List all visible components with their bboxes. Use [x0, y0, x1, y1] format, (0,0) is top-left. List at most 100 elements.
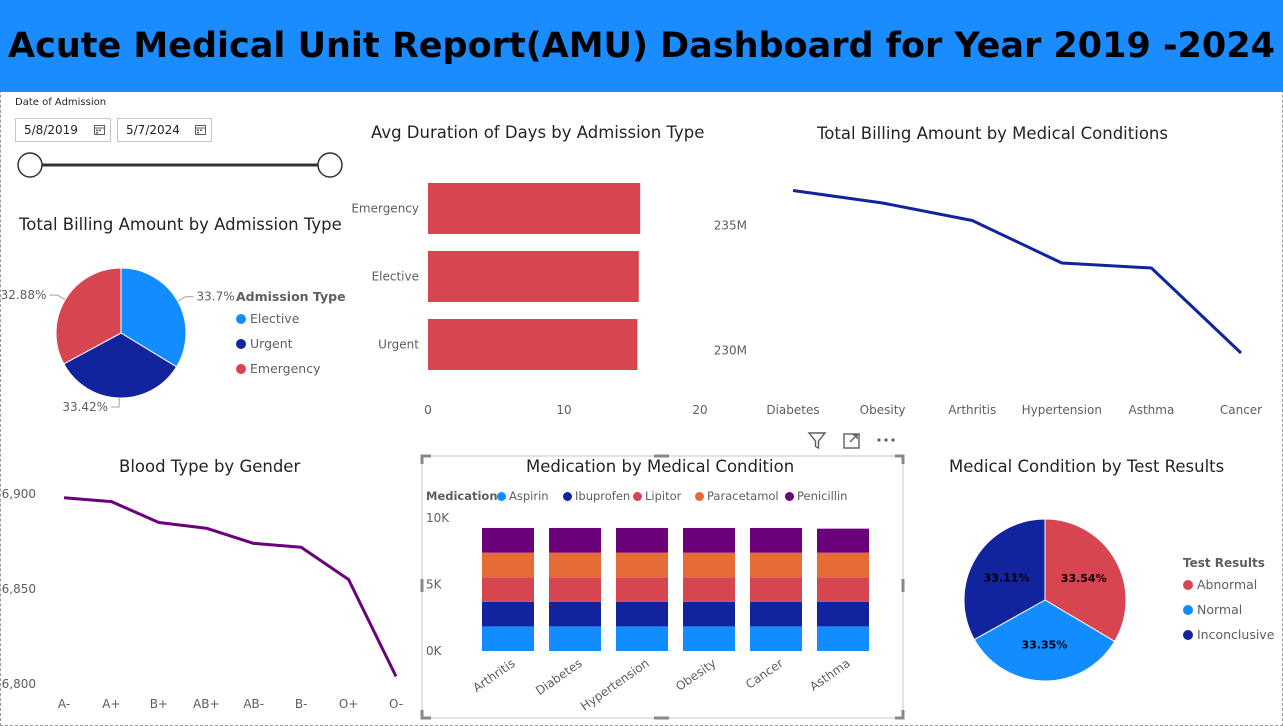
legend-dot: [695, 491, 704, 501]
bar-segment-ibuprofen[interactable]: [683, 601, 735, 627]
data-label: 33.11%: [984, 571, 1030, 584]
focus-mode-icon[interactable]: [843, 433, 860, 449]
slider-start-handle[interactable]: [17, 152, 43, 178]
bar-segment-paracetamol[interactable]: [482, 552, 534, 578]
bar-segment-ibuprofen[interactable]: [750, 601, 802, 627]
legend-label: Lipitor: [645, 489, 682, 503]
x-tick-label: O-: [389, 697, 403, 711]
y-tick-label: 6,800: [2, 677, 36, 691]
x-tick-label: AB-: [243, 697, 264, 711]
bar-segment-paracetamol[interactable]: [750, 552, 802, 578]
x-tick-label: Diabetes: [766, 403, 819, 417]
bar-segment-penicillin[interactable]: [482, 527, 534, 553]
y-tick-label: 6,850: [2, 582, 36, 596]
legend-item-elective[interactable]: Elective: [236, 311, 299, 326]
pie-slice-inconclusive[interactable]: [963, 518, 1046, 641]
bar-segment-paracetamol[interactable]: [683, 552, 735, 578]
bar-segment-aspirin[interactable]: [683, 626, 735, 651]
legend-item-aspirin[interactable]: Aspirin: [497, 489, 549, 503]
label-leader-line: [49, 294, 66, 301]
x-tick-label: Obesity: [673, 656, 719, 694]
x-tick-label: B-: [295, 697, 308, 711]
data-label: 33.7%: [197, 290, 235, 304]
y-tick-label: 0K: [426, 644, 443, 658]
pie-slice-abnormal[interactable]: [1044, 518, 1127, 643]
bar-segment-penicillin[interactable]: [616, 527, 668, 553]
bar-segment-paracetamol[interactable]: [549, 552, 601, 578]
date-range-slider[interactable]: [16, 150, 346, 180]
x-tick-label: Hypertension: [578, 656, 652, 714]
bar-segment-penicillin[interactable]: [750, 527, 802, 553]
legend-item-urgent[interactable]: Urgent: [236, 336, 293, 351]
blood-type-line-chart[interactable]: 6,900 6,850 6,800 A- A+ B+ AB+ AB- B- O+ O-: [0, 478, 420, 723]
bar-segment-paracetamol[interactable]: [817, 552, 869, 578]
data-label: 33.35%: [1021, 639, 1067, 652]
legend-item-normal[interactable]: Normal: [1183, 602, 1242, 617]
category-label: Emergency: [351, 202, 419, 216]
visual-selection-frame[interactable]: [419, 452, 907, 722]
bar-segment-aspirin[interactable]: [750, 626, 802, 651]
bar-segment-aspirin[interactable]: [482, 626, 534, 651]
legend-item-lipitor[interactable]: Lipitor: [633, 489, 681, 503]
y-tick-label: 230M: [714, 344, 747, 358]
bar-urgent[interactable]: [428, 319, 638, 370]
bar-segment-ibuprofen[interactable]: [616, 601, 668, 627]
legend-title-medication: Medication: [426, 489, 498, 503]
category-label: Urgent: [378, 338, 419, 352]
billing-condition-line-chart[interactable]: 235M 230M Diabetes Obesity Arthritis Hyperten…: [700, 170, 1280, 430]
avg-duration-bar-chart[interactable]: Emergency Elective Urgent 0 10 20: [350, 170, 750, 430]
bar-segment-lipitor[interactable]: [817, 577, 869, 602]
chart-title-test-results: Medical Condition by Test Results: [949, 457, 1225, 476]
legend-item-penicillin[interactable]: Penicillin: [785, 489, 847, 503]
chart-title-avg-duration: Avg Duration of Days by Admission Type: [371, 123, 705, 142]
end-date-value: 5/7/2024: [126, 123, 180, 137]
pie-slice-elective[interactable]: [120, 267, 187, 368]
pie-slice-urgent[interactable]: [63, 332, 178, 399]
x-tick-label: 0: [424, 403, 432, 417]
bar-segment-ibuprofen[interactable]: [482, 601, 534, 627]
bar-segment-lipitor[interactable]: [683, 577, 735, 602]
bar-segment-aspirin[interactable]: [616, 626, 668, 651]
bar-segment-aspirin[interactable]: [817, 626, 869, 651]
label-leader-line: [111, 397, 120, 408]
y-tick-label: 235M: [714, 219, 747, 233]
bar-segment-ibuprofen[interactable]: [817, 601, 869, 627]
filter-icon[interactable]: [807, 432, 827, 450]
y-tick-label: 5K: [426, 578, 443, 592]
bar-elective[interactable]: [428, 251, 639, 302]
start-date-input[interactable]: 5/8/2019: [15, 118, 111, 142]
series-line[interactable]: [792, 189, 1243, 355]
legend-label: Paracetamol: [707, 489, 779, 503]
bar-segment-penicillin[interactable]: [549, 527, 601, 553]
billing-admission-pie[interactable]: 33.7% 33.42% 32.88%: [0, 250, 350, 420]
calendar-icon[interactable]: [195, 124, 206, 135]
test-results-pie[interactable]: 33.54% 33.35% 33.11%: [940, 500, 1160, 700]
data-label: 33.42%: [62, 400, 108, 414]
bar-segment-lipitor[interactable]: [549, 577, 601, 602]
chart-title-blood-type: Blood Type by Gender: [119, 457, 301, 476]
legend-item-emergency[interactable]: Emergency: [236, 361, 321, 376]
bar-segment-lipitor[interactable]: [482, 577, 534, 602]
more-options-icon[interactable]: [877, 438, 895, 442]
legend-item-paracetamol[interactable]: Paracetamol: [695, 489, 779, 503]
bar-segment-paracetamol[interactable]: [616, 552, 668, 578]
bar-segment-aspirin[interactable]: [549, 626, 601, 651]
bar-segment-penicillin[interactable]: [683, 527, 735, 553]
legend-item-inconclusive[interactable]: Inconclusive: [1183, 627, 1274, 642]
legend-item-ibuprofen[interactable]: Ibuprofen: [563, 489, 630, 503]
bar-segment-lipitor[interactable]: [616, 577, 668, 602]
bar-segment-penicillin[interactable]: [817, 528, 869, 553]
bar-segment-lipitor[interactable]: [750, 577, 802, 602]
chart-title-billing-condition: Total Billing Amount by Medical Conditio…: [817, 124, 1168, 143]
calendar-icon[interactable]: [94, 124, 105, 135]
legend-item-abnormal[interactable]: Abnormal: [1183, 577, 1257, 592]
end-date-input[interactable]: 5/7/2024: [117, 118, 212, 142]
bar-segment-ibuprofen[interactable]: [549, 601, 601, 627]
data-label: 32.88%: [1, 288, 47, 302]
slider-end-handle[interactable]: [317, 152, 343, 178]
visual-header-toolbar: [807, 432, 895, 450]
bar-emergency[interactable]: [428, 183, 641, 234]
series-line[interactable]: [63, 496, 398, 678]
x-tick-label: A+: [102, 697, 120, 711]
